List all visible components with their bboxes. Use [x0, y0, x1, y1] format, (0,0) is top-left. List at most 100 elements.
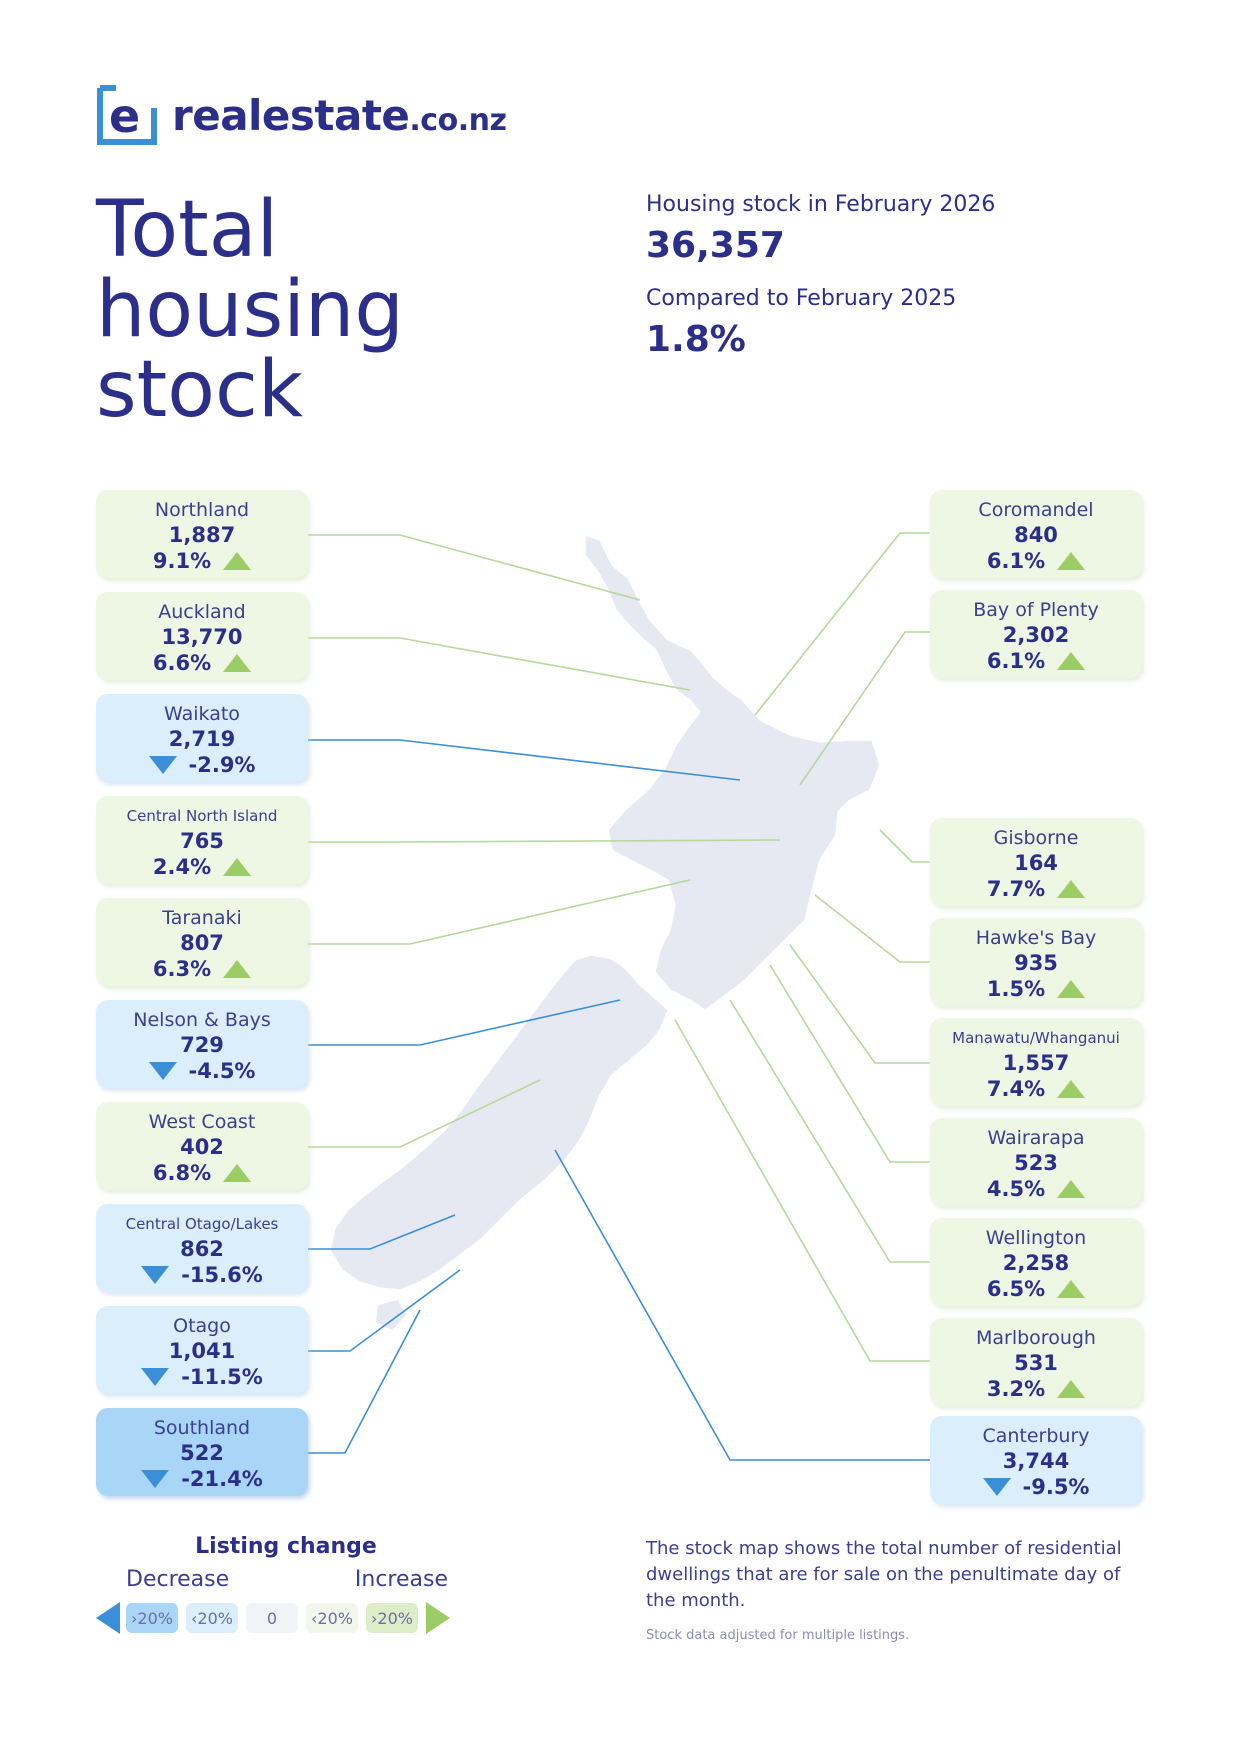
region-change: -2.9%	[188, 753, 256, 777]
stock-label: Housing stock in February 2026	[646, 192, 996, 217]
region-count: 862	[180, 1237, 224, 1261]
region-change-row: 6.6%	[96, 650, 308, 676]
trend-up-icon	[1057, 1180, 1086, 1198]
region-count: 13,770	[161, 625, 243, 649]
region-change: 6.6%	[152, 651, 212, 675]
region-name: Central Otago/Lakes	[125, 1215, 279, 1233]
region-name: Waikato	[164, 703, 240, 725]
trend-up-icon	[223, 858, 252, 876]
trend-up-icon	[1057, 1380, 1086, 1398]
legend-pill-zero: 0	[246, 1603, 298, 1633]
region-name: West Coast	[148, 1111, 256, 1133]
trend-down-icon	[148, 756, 177, 774]
region-name: Otago	[173, 1315, 231, 1337]
summary-block: Housing stock in February 2026 36,357 Co…	[646, 192, 995, 380]
page-title: Total housing stock	[96, 190, 404, 430]
trend-down-icon	[148, 1062, 177, 1080]
region-change-row: -4.5%	[96, 1058, 308, 1084]
region-name: Canterbury	[982, 1425, 1090, 1447]
region-card-taranaki: Taranaki 807 6.3%	[96, 898, 308, 986]
region-count: 765	[180, 829, 224, 853]
region-name: Marlborough	[976, 1327, 1096, 1349]
region-name: Central North Island	[126, 807, 278, 825]
region-name: Auckland	[158, 601, 246, 623]
region-change: -21.4%	[181, 1467, 263, 1491]
legend-scale: ›20% ‹20% 0 ‹20% ›20%	[96, 1602, 476, 1634]
region-count: 2,258	[1002, 1251, 1070, 1275]
trend-up-icon	[1057, 1280, 1086, 1298]
trend-up-icon	[223, 654, 252, 672]
region-name: Bay of Plenty	[973, 599, 1099, 621]
title-line-1: Total	[96, 185, 279, 275]
region-change-row: -21.4%	[96, 1466, 308, 1492]
north-island-shape	[584, 533, 881, 1011]
trend-up-icon	[1057, 552, 1086, 570]
title-line-2: housing	[96, 265, 404, 355]
region-count: 1,557	[1002, 1051, 1070, 1075]
region-change: 2.4%	[152, 855, 212, 879]
region-change: 1.5%	[986, 977, 1046, 1001]
trend-up-icon	[223, 1164, 252, 1182]
region-change-row: 2.4%	[96, 854, 308, 880]
region-count: 840	[1014, 523, 1058, 547]
region-count: 729	[180, 1033, 224, 1057]
trend-up-icon	[1057, 980, 1086, 998]
trend-down-icon	[141, 1368, 170, 1386]
south-island-shape	[329, 954, 669, 1291]
region-name: Northland	[154, 499, 250, 521]
region-count: 2,302	[1002, 623, 1070, 647]
region-card-northland: Northland 1,887 9.1%	[96, 490, 308, 578]
region-card-hawke-s-bay: Hawke's Bay 935 1.5%	[930, 918, 1142, 1006]
region-change: 6.5%	[986, 1277, 1046, 1301]
legend-decrease: Decrease	[126, 1567, 230, 1592]
legend-pill-increase: ‹20%	[306, 1603, 358, 1633]
logo-mark-icon: e	[96, 84, 158, 146]
trend-down-icon	[982, 1478, 1011, 1496]
region-change: 3.2%	[986, 1377, 1046, 1401]
stock-value: 36,357	[646, 225, 785, 266]
region-change-row: -15.6%	[96, 1262, 308, 1288]
region-card-auckland: Auckland 13,770 6.6%	[96, 592, 308, 680]
region-change-row: 3.2%	[930, 1376, 1142, 1402]
region-card-west-coast: West Coast 402 6.8%	[96, 1102, 308, 1190]
region-change-row: 6.1%	[930, 648, 1142, 674]
legend-title: Listing change	[195, 1534, 377, 1559]
legend-increase: Increase	[354, 1567, 448, 1592]
region-count: 523	[1014, 1151, 1058, 1175]
compare-value: 1.8%	[646, 319, 746, 360]
region-change-row: 6.8%	[96, 1160, 308, 1186]
legend-pill-strong-decrease: ›20%	[126, 1603, 178, 1633]
increase-arrow-icon	[426, 1602, 450, 1634]
region-name: Taranaki	[162, 907, 242, 929]
region-change: -11.5%	[181, 1365, 263, 1389]
trend-down-icon	[141, 1266, 170, 1284]
region-card-central-otago-lakes: Central Otago/Lakes 862 -15.6%	[96, 1204, 308, 1292]
region-card-nelson-bays: Nelson & Bays 729 -4.5%	[96, 1000, 308, 1088]
region-change-row: 7.4%	[930, 1076, 1142, 1102]
footnote-main: The stock map shows the total number of …	[646, 1538, 1122, 1611]
region-name: Hawke's Bay	[975, 927, 1097, 949]
region-count: 522	[180, 1441, 224, 1465]
svg-text:e: e	[109, 89, 140, 143]
region-card-coromandel: Coromandel 840 6.1%	[930, 490, 1142, 578]
region-card-otago: Otago 1,041 -11.5%	[96, 1306, 308, 1394]
trend-down-icon	[141, 1470, 170, 1488]
legend: Listing change Decrease Increase ›20% ‹2…	[96, 1534, 476, 1634]
trend-up-icon	[223, 960, 252, 978]
trend-up-icon	[1057, 652, 1086, 670]
region-change-row: 4.5%	[930, 1176, 1142, 1202]
footnote-small: Stock data adjusted for multiple listing…	[646, 1628, 910, 1643]
footnote: The stock map shows the total number of …	[646, 1536, 1146, 1643]
region-change-row: 9.1%	[96, 548, 308, 574]
brand-name: realestate.co.nz	[172, 90, 507, 140]
region-change-row: 6.5%	[930, 1276, 1142, 1302]
region-change: 6.8%	[152, 1161, 212, 1185]
region-count: 3,744	[1002, 1449, 1070, 1473]
brand-logo: e realestate.co.nz	[96, 84, 507, 146]
region-count: 935	[1014, 951, 1058, 975]
region-change-row: -11.5%	[96, 1364, 308, 1390]
region-change: -9.5%	[1022, 1475, 1090, 1499]
region-card-canterbury: Canterbury 3,744 -9.5%	[930, 1416, 1142, 1504]
region-change: 7.4%	[986, 1077, 1046, 1101]
